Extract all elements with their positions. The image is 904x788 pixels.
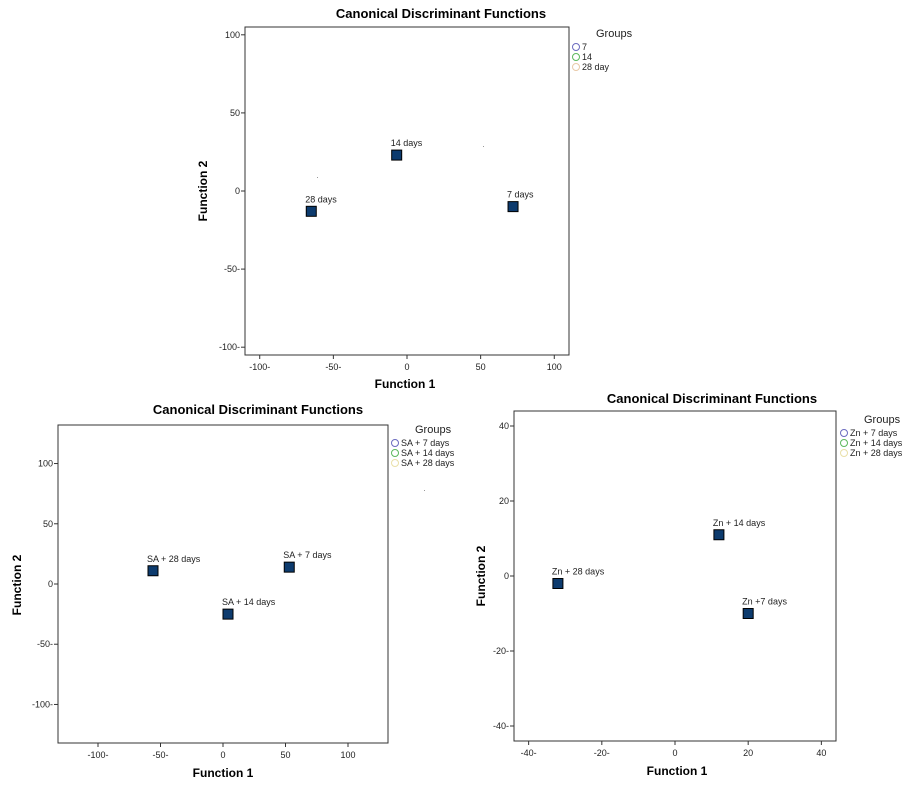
y-tick-label: -50- [224, 264, 240, 274]
stray-speck [317, 177, 318, 178]
legend-marker-circle-icon [840, 429, 848, 437]
centroid-marker [305, 205, 317, 217]
legend-marker-circle-icon [572, 43, 580, 51]
legend-title: Groups [415, 424, 452, 436]
x-axis-label: Function 1 [374, 377, 436, 391]
point-label: Zn + 28 days [552, 567, 605, 577]
legend-item: Zn + 7 days [840, 428, 902, 438]
point-label: 28 days [305, 194, 337, 204]
y-tick-label: 100 [225, 30, 240, 40]
legend-marker-circle-icon [572, 63, 580, 71]
stray-speck [424, 490, 425, 491]
chart-title: Canonical Discriminant Functions [335, 6, 547, 21]
centroid-marker [283, 561, 295, 573]
x-tick-label: 100 [340, 750, 355, 760]
centroid-marker [507, 201, 519, 213]
legend-item: Zn + 28 days [840, 448, 902, 458]
legend: Groups 7 14 28 day [572, 28, 632, 72]
point-label: 14 days [391, 138, 423, 148]
legend-label: SA + 7 days [401, 438, 450, 448]
x-tick-label: -50- [152, 750, 168, 760]
x-tick-label: 100 [547, 362, 562, 372]
chart-title: Canonical Discriminant Functions [152, 402, 364, 417]
legend-marker-circle-icon [391, 449, 399, 457]
y-tick-label: 50 [230, 108, 240, 118]
legend-marker-circle-icon [840, 439, 848, 447]
legend-label: Zn + 28 days [850, 448, 903, 458]
point-label: Zn +7 days [742, 597, 787, 607]
point-label: Zn + 14 days [713, 518, 766, 528]
legend-label: Zn + 7 days [850, 428, 898, 438]
y-tick-label: -100- [32, 699, 53, 709]
legend-marker-circle-icon [391, 459, 399, 467]
x-axis-label: Function 1 [646, 764, 708, 778]
point-label: 7 days [507, 190, 534, 200]
x-tick-label: 0 [404, 362, 409, 372]
legend-label: SA + 28 days [401, 458, 455, 468]
legend-label: 14 [582, 52, 593, 62]
y-tick-label: 40 [499, 421, 509, 431]
x-tick-label: 50 [280, 750, 290, 760]
legend-marker-circle-icon [840, 449, 848, 457]
stray-speck [483, 146, 484, 147]
centroid-marker [222, 608, 234, 620]
x-tick-label: -20- [594, 748, 610, 758]
x-tick-label: -50- [325, 362, 341, 372]
y-tick-label: 0 [504, 571, 509, 581]
point-label: SA + 14 days [222, 597, 276, 607]
x-tick-label: -100- [87, 750, 108, 760]
point-label: SA + 28 days [147, 554, 201, 564]
x-tick-label: 50 [476, 362, 486, 372]
legend-item: SA + 14 days [391, 448, 454, 458]
x-tick-label: 0 [672, 748, 677, 758]
legend-item: SA + 28 days [391, 458, 454, 468]
point-label: SA + 7 days [283, 550, 332, 560]
x-tick-label: 40 [816, 748, 826, 758]
x-tick-label: 0 [220, 750, 225, 760]
legend-marker-circle-icon [391, 439, 399, 447]
legend-title: Groups [596, 28, 633, 40]
x-tick-label: -40- [521, 748, 537, 758]
x-axis-label: Function 1 [192, 766, 254, 780]
x-tick-label: -100- [249, 362, 270, 372]
chart-title: Canonical Discriminant Functions [606, 391, 818, 406]
legend-item: 14 [572, 52, 632, 62]
legend-marker-circle-icon [572, 53, 580, 61]
x-tick-label: 20 [743, 748, 753, 758]
legend-item: 7 [572, 42, 632, 52]
legend-item: 28 day [572, 62, 632, 72]
centroid-marker [147, 565, 159, 577]
y-tick-label: 50 [43, 519, 53, 529]
y-tick-label: -20- [493, 646, 509, 656]
legend-label: SA + 14 days [401, 448, 455, 458]
centroid-marker [391, 149, 403, 161]
legend: Groups SA + 7 days SA + 14 days SA + 28 … [391, 424, 454, 468]
centroid-marker [713, 529, 725, 541]
y-tick-label: 0 [235, 186, 240, 196]
y-tick-label: 20 [499, 496, 509, 506]
legend-title: Groups [864, 414, 901, 426]
legend-item: SA + 7 days [391, 438, 454, 448]
y-tick-label: -40- [493, 721, 509, 731]
legend-label: Zn + 14 days [850, 438, 903, 448]
centroid-marker [742, 608, 754, 619]
y-tick-label: -100- [219, 342, 240, 352]
y-tick-label: 100 [38, 459, 53, 469]
legend-label: 7 [582, 42, 588, 52]
centroid-marker [552, 578, 564, 589]
legend-label: 28 day [582, 62, 610, 72]
y-tick-label: 0 [48, 579, 53, 589]
y-tick-label: -50- [37, 639, 53, 649]
legend-item: Zn + 14 days [840, 438, 902, 448]
legend: Groups Zn + 7 days Zn + 14 days Zn + 28 … [840, 414, 902, 458]
